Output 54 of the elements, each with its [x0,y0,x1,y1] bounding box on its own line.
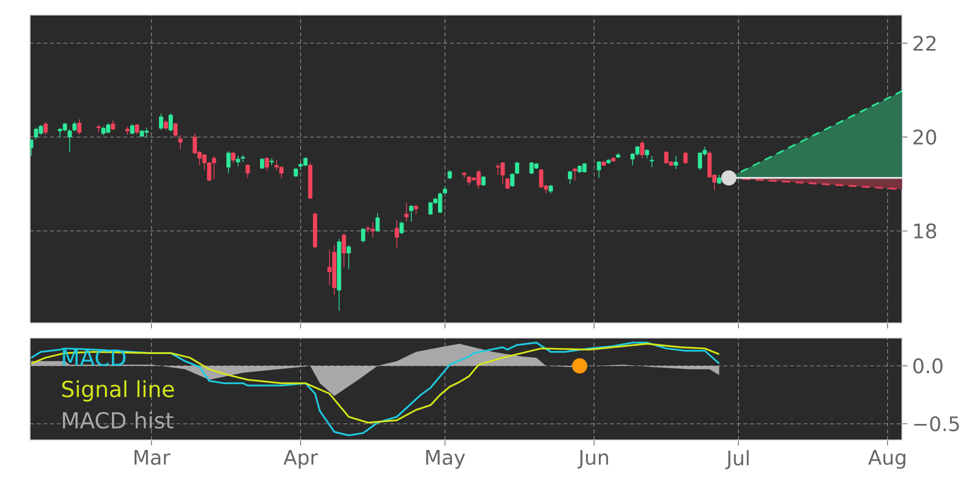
x-tick-label: Aug [868,450,906,469]
x-tick-label: Apr [283,450,318,469]
candlestick [130,124,134,135]
candlestick [674,155,678,170]
candlestick [159,113,164,130]
candlestick [409,204,414,222]
candlestick [640,140,644,159]
x-tick-label: Jul [725,450,749,470]
x-tick-label: May [426,450,466,469]
candlestick [448,170,452,180]
candlestick [96,124,101,133]
candlestick [72,121,77,132]
candlestick [68,128,72,152]
candlestick [110,120,116,130]
candlestick [481,176,486,186]
candlestick [173,122,178,138]
candlestick [572,168,577,181]
candlestick [168,113,173,132]
candlestick [515,162,520,175]
candlestick [77,118,82,136]
x-tick-label: Mar [134,450,170,465]
candlestick [404,202,409,222]
y-tick-label: 18 [914,223,936,239]
candlestick [246,164,250,178]
candlestick [236,155,240,167]
candlestick [717,174,722,184]
y-tick-label: 0.0 [913,358,943,374]
series-label: Signal line [62,380,174,402]
candlestick [346,244,351,270]
candlestick [164,120,168,130]
candlestick [30,139,34,156]
candlestick [400,221,404,235]
candlestick [264,156,270,172]
candlestick [44,122,48,136]
x-tick-label: Jun [577,450,608,469]
candlestick [361,228,366,244]
candlestick [376,212,380,232]
y-tick-label: 20 [914,130,936,145]
candlestick [134,124,140,135]
candlestick [650,155,654,168]
candlestick [510,172,514,188]
candlestick [568,170,572,184]
candlestick [596,160,602,178]
candlestick [505,178,510,190]
candlestick [683,152,688,164]
y-tick-label: −0.5 [914,416,959,432]
candlestick [240,154,245,162]
candlestick [342,232,346,268]
candlestick [260,158,264,170]
candlestick [394,220,399,248]
candlestick [178,134,182,150]
candlestick [226,150,231,174]
y-tick-label: 22 [914,36,936,51]
candlestick [231,152,236,164]
